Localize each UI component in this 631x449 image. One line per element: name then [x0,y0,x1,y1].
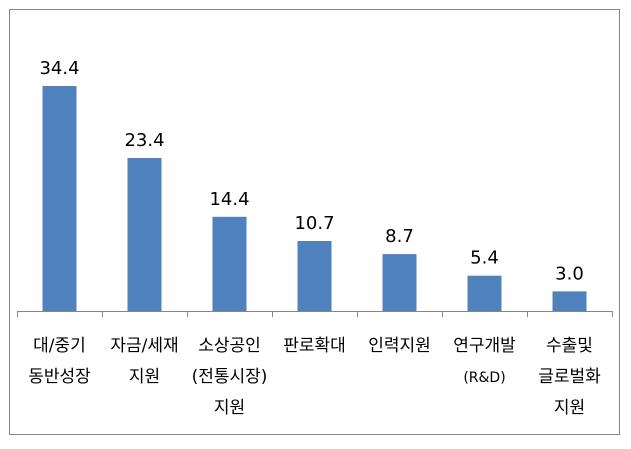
bar [297,241,332,311]
category-label: 글로벌화 [538,367,601,387]
category-label: 자금/세재 [110,336,178,356]
category-label: 대/중기 [33,336,86,356]
category-label: 지원 [129,367,160,387]
category-label: 인력지원 [368,336,431,356]
data-label: 5.4 [470,248,499,269]
category-label: 수출및 [546,336,593,356]
category-label: (전통시장) [192,367,268,387]
bar [552,291,587,311]
data-label: 23.4 [124,130,164,151]
category-label: 소상공인 [198,336,261,356]
bar [212,216,247,311]
category-label: 동반성장 [28,367,91,387]
category-label: (R&D) [463,370,505,386]
axis-group [17,311,613,317]
data-label: 34.4 [39,58,79,79]
data-labels-group: 34.4 23.4 14.4 10.7 8.7 5.4 3.0 [39,58,583,284]
category-label: 지원 [214,398,245,418]
bar [382,254,417,311]
chart-frame [9,9,620,435]
bars-group [42,86,587,311]
category-label: 판로확대 [283,336,346,356]
data-label: 8.7 [385,226,414,247]
data-label: 10.7 [294,213,334,234]
data-label: 3.0 [555,263,584,284]
category-label: 연구개발 [453,336,516,356]
data-label: 14.4 [209,189,249,210]
bar [127,158,162,311]
bar [42,86,77,311]
bar [467,275,502,311]
category-label: 지원 [554,398,585,418]
